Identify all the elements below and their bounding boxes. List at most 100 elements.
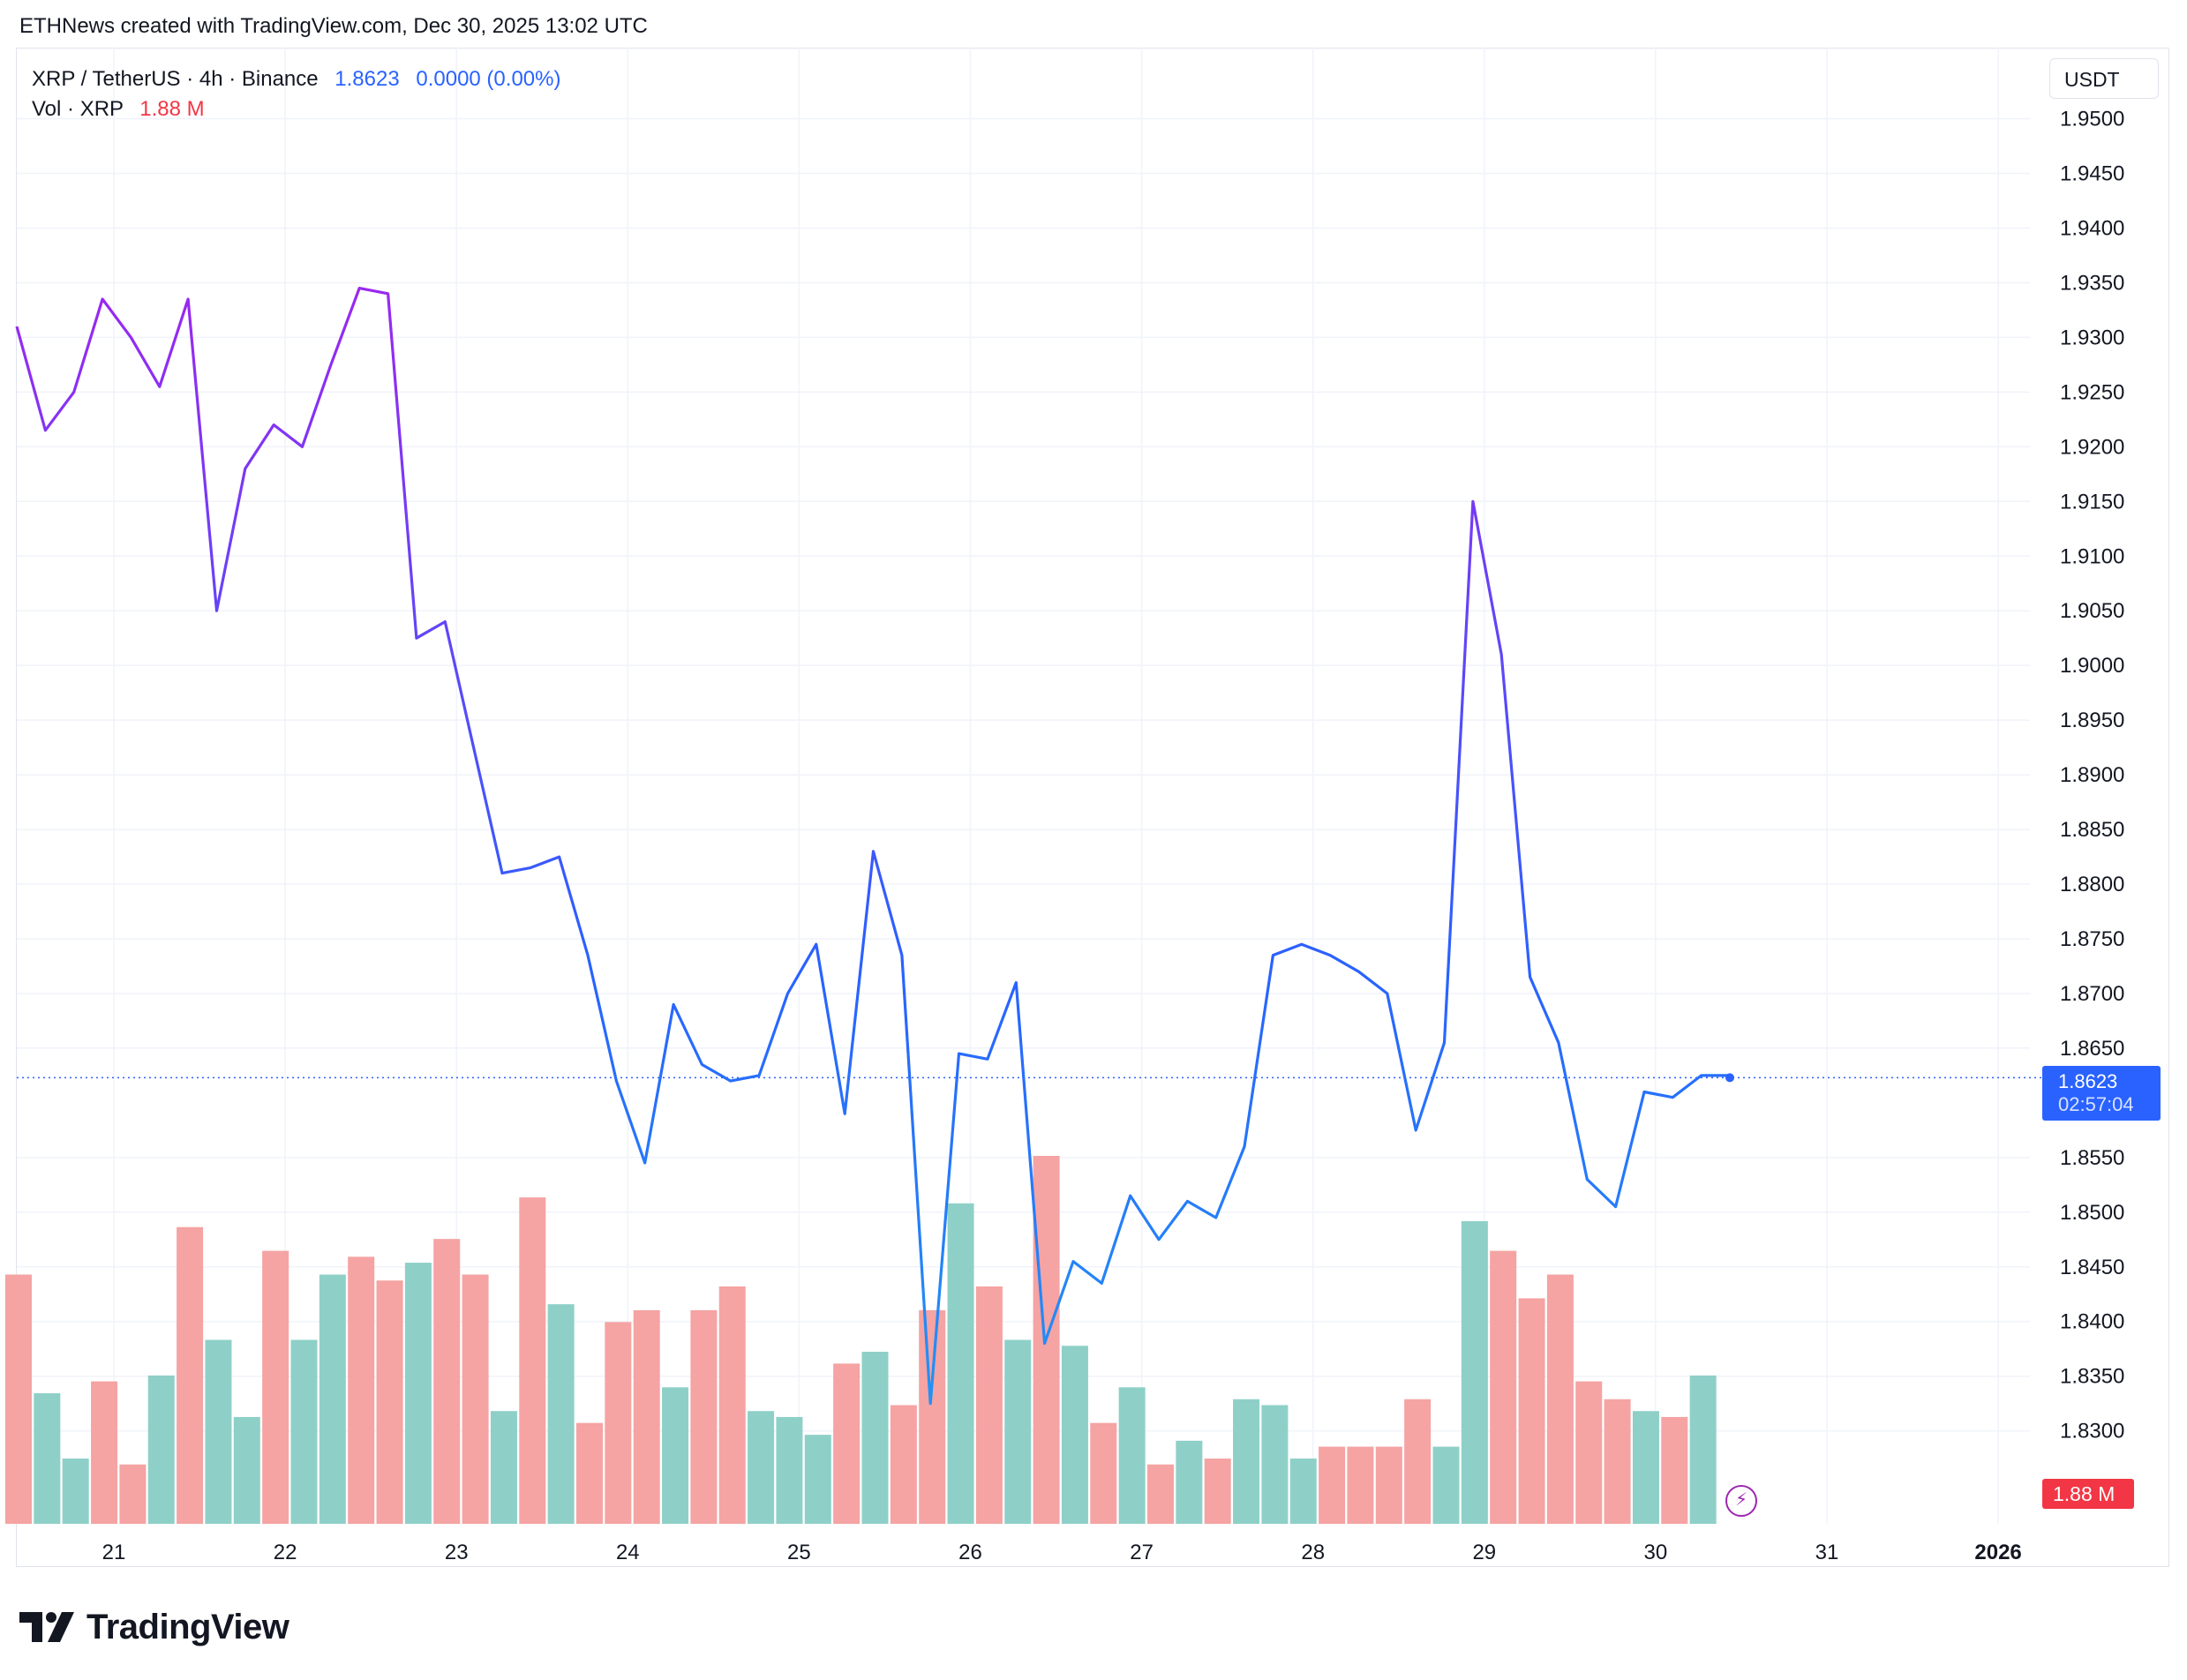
volume-bar bbox=[519, 1197, 546, 1524]
volume-bar bbox=[91, 1381, 118, 1524]
y-tick-label: 1.9400 bbox=[2060, 216, 2124, 240]
y-tick-label: 1.9050 bbox=[2060, 599, 2124, 623]
chart-frame bbox=[16, 48, 2169, 1567]
volume-bar bbox=[147, 1375, 175, 1524]
y-tick-label: 1.8650 bbox=[2060, 1037, 2124, 1061]
volume-bar bbox=[5, 1274, 32, 1524]
y-tick-label: 1.8450 bbox=[2060, 1256, 2124, 1279]
brand[interactable]: TradingView bbox=[19, 1608, 289, 1647]
volume-bar bbox=[319, 1274, 346, 1524]
volume-bar bbox=[404, 1263, 432, 1524]
legend-change: 0.0000 (0.00%) bbox=[416, 67, 561, 91]
y-tick-label: 1.9450 bbox=[2060, 162, 2124, 186]
last-price-dot bbox=[1725, 1073, 1734, 1083]
volume-bar bbox=[1575, 1381, 1603, 1524]
volume-bar bbox=[62, 1459, 89, 1524]
lightning-icon[interactable]: ⚡ bbox=[1725, 1485, 1757, 1517]
volume-bar bbox=[119, 1464, 147, 1524]
x-tick-label: 25 bbox=[787, 1541, 811, 1564]
volume-bar bbox=[1490, 1250, 1517, 1524]
volume-bar bbox=[1461, 1220, 1488, 1524]
x-tick-label: 24 bbox=[616, 1541, 640, 1564]
bar-countdown: 02:57:04 bbox=[2058, 1093, 2134, 1115]
volume-bar bbox=[1604, 1399, 1631, 1524]
y-tick-label: 1.8350 bbox=[2060, 1365, 2124, 1389]
volume-bar bbox=[890, 1405, 917, 1524]
currency-button[interactable]: USDT bbox=[2049, 58, 2159, 99]
x-tick-label: 22 bbox=[274, 1541, 297, 1564]
volume-bar bbox=[919, 1309, 946, 1524]
volume-bar bbox=[433, 1239, 461, 1524]
x-tick-label: 2026 bbox=[1974, 1541, 2021, 1564]
x-axis: 21 22 23 24 25 26 27 28 29 30 31 2026 bbox=[102, 1541, 2022, 1564]
x-tick-label: 21 bbox=[102, 1541, 126, 1564]
volume-bar bbox=[1061, 1346, 1088, 1524]
volume-bar bbox=[376, 1280, 403, 1524]
legend-price: 1.8623 bbox=[334, 67, 400, 91]
volume-bar bbox=[1661, 1416, 1688, 1524]
x-tick-label: 31 bbox=[1815, 1541, 1839, 1564]
volume-bar bbox=[975, 1286, 1003, 1524]
y-tick-label: 1.9350 bbox=[2060, 271, 2124, 295]
volume-bar bbox=[748, 1411, 775, 1524]
volume-bar bbox=[718, 1286, 746, 1524]
volume-bar bbox=[34, 1393, 61, 1524]
y-tick-label: 1.8300 bbox=[2060, 1420, 2124, 1444]
volume-bar bbox=[947, 1203, 974, 1524]
volume-bar bbox=[1233, 1399, 1260, 1524]
volume-bar bbox=[662, 1387, 689, 1524]
volume-tag: 1.88 M bbox=[2042, 1479, 2134, 1509]
volume-bar bbox=[576, 1422, 603, 1524]
y-tick-label: 1.8800 bbox=[2060, 873, 2124, 896]
legend-volume[interactable]: Vol · XRP 1.88 M bbox=[32, 97, 205, 122]
volume-bar bbox=[833, 1363, 861, 1524]
volume-bar bbox=[1090, 1422, 1117, 1524]
y-tick-label: 1.9200 bbox=[2060, 435, 2124, 459]
grid bbox=[17, 48, 2030, 1524]
volume-bar bbox=[1518, 1298, 1545, 1524]
last-price-value: 1.8623 bbox=[2058, 1070, 2118, 1092]
volume-bar bbox=[348, 1256, 375, 1524]
volume-bar bbox=[1261, 1405, 1289, 1524]
volume-bar bbox=[547, 1304, 575, 1524]
legend-volume-value: 1.88 M bbox=[139, 97, 205, 121]
tradingview-logo-icon bbox=[19, 1612, 74, 1642]
volume-bar bbox=[605, 1322, 632, 1524]
y-tick-label: 1.8750 bbox=[2060, 927, 2124, 951]
volume-bar bbox=[776, 1416, 803, 1524]
y-tick-label: 1.8950 bbox=[2060, 709, 2124, 732]
volume-bar bbox=[633, 1309, 660, 1524]
volume-bar bbox=[1147, 1464, 1174, 1524]
volume-bar bbox=[262, 1250, 289, 1524]
volume-bar bbox=[690, 1309, 718, 1524]
volume-bar bbox=[1689, 1375, 1717, 1524]
y-axis: 1.9500 1.9450 1.9400 1.9350 1.9300 1.9250 1.92… bbox=[2060, 108, 2124, 1444]
y-tick-label: 1.8500 bbox=[2060, 1201, 2124, 1225]
legend-volume-label[interactable]: Vol · XRP bbox=[32, 97, 124, 121]
volume-bar bbox=[1432, 1446, 1460, 1524]
y-tick-label: 1.8850 bbox=[2060, 818, 2124, 842]
volume-bar bbox=[1347, 1446, 1374, 1524]
y-tick-label: 1.9150 bbox=[2060, 490, 2124, 514]
volume-bar bbox=[1375, 1446, 1402, 1524]
y-tick-label: 1.9000 bbox=[2060, 654, 2124, 678]
volume-bar bbox=[462, 1274, 489, 1524]
x-tick-label: 26 bbox=[958, 1541, 982, 1564]
y-tick-label: 1.9100 bbox=[2060, 544, 2124, 568]
volume-bar bbox=[1118, 1387, 1146, 1524]
volume-bar bbox=[1289, 1459, 1317, 1524]
legend-symbol[interactable]: XRP / TetherUS · 4h · Binance bbox=[32, 67, 319, 91]
y-tick-label: 1.8550 bbox=[2060, 1146, 2124, 1170]
price-series-line bbox=[15, 287, 1730, 1406]
volume-bar bbox=[861, 1351, 889, 1524]
legend-main[interactable]: XRP / TetherUS · 4h · Binance 1.8623 0.0… bbox=[32, 67, 560, 92]
volume-bar bbox=[490, 1411, 517, 1524]
y-tick-label: 1.9250 bbox=[2060, 380, 2124, 404]
volume-bar bbox=[1404, 1399, 1432, 1524]
volume-bar bbox=[1319, 1446, 1346, 1524]
x-tick-label: 28 bbox=[1301, 1541, 1325, 1564]
volume-bar bbox=[205, 1339, 232, 1524]
chart-header: ETHNews created with TradingView.com, De… bbox=[19, 14, 648, 38]
y-tick-label: 1.8700 bbox=[2060, 982, 2124, 1006]
